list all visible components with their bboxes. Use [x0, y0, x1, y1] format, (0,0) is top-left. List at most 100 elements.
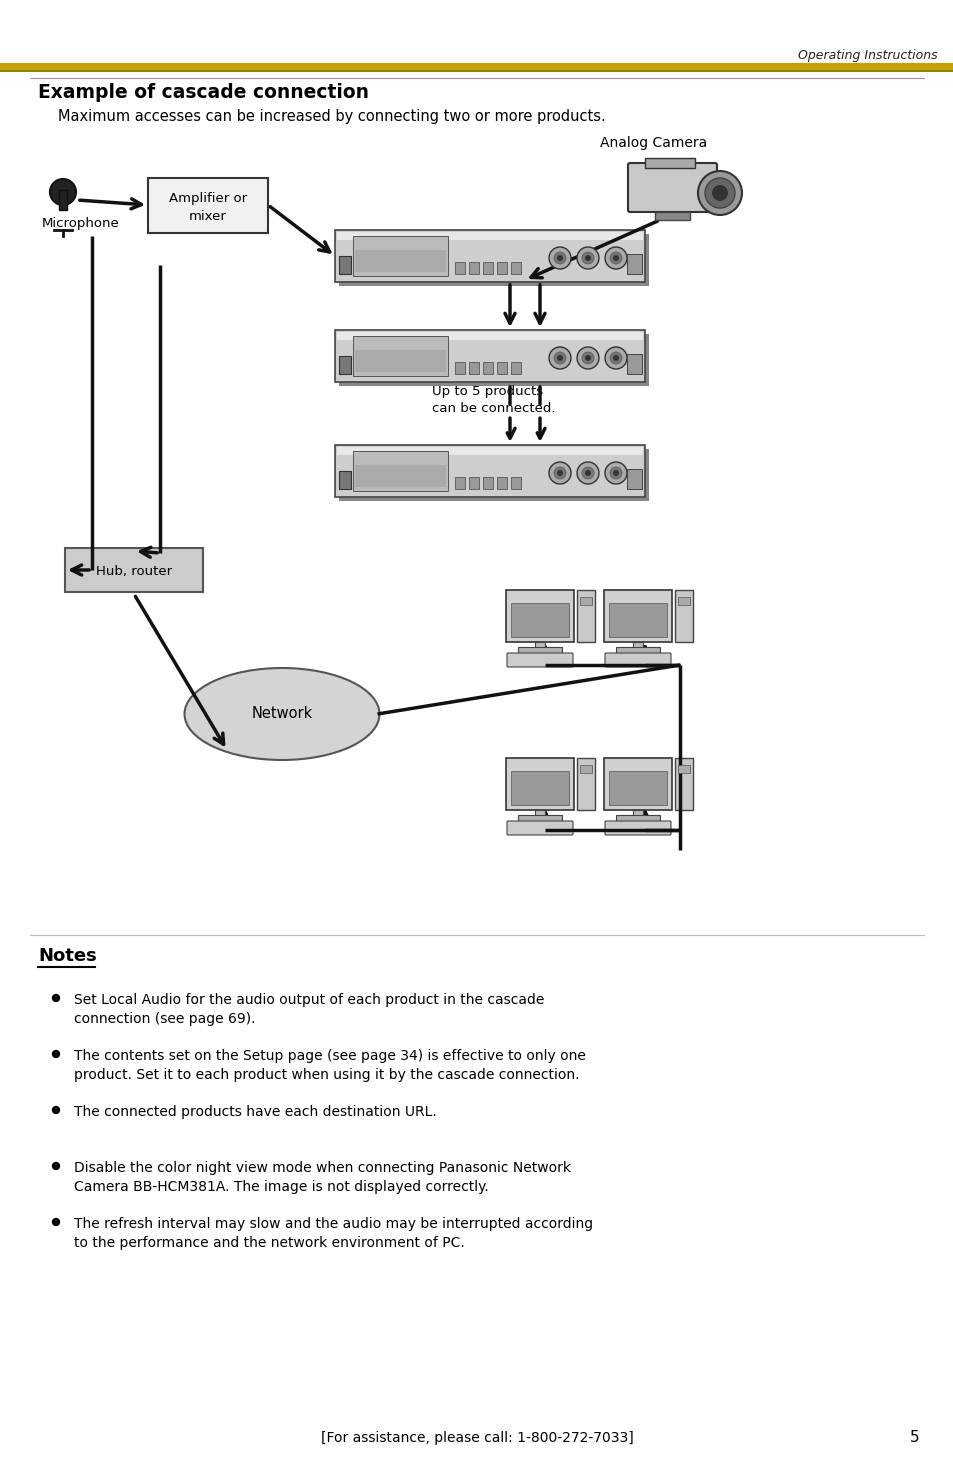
Ellipse shape — [184, 668, 379, 760]
Circle shape — [581, 353, 594, 364]
Bar — [675, 590, 692, 642]
Bar — [579, 766, 592, 773]
Bar — [336, 232, 642, 240]
Circle shape — [548, 462, 571, 484]
Circle shape — [609, 252, 621, 264]
Bar — [482, 476, 493, 490]
Text: Disable the color night view mode when connecting Panasonic Network
Camera BB-HC: Disable the color night view mode when c… — [74, 1161, 571, 1195]
Text: Network: Network — [251, 707, 313, 721]
Circle shape — [557, 471, 562, 476]
Text: Hub, router: Hub, router — [96, 565, 172, 578]
Bar — [338, 235, 648, 286]
Text: Notes: Notes — [38, 947, 96, 965]
Bar — [353, 236, 448, 276]
Bar — [336, 447, 642, 454]
Bar — [511, 603, 568, 637]
FancyBboxPatch shape — [604, 653, 670, 667]
Bar — [335, 230, 644, 282]
Circle shape — [711, 184, 727, 201]
Bar — [608, 771, 666, 805]
Text: Microphone: Microphone — [42, 217, 120, 230]
Bar — [482, 361, 493, 375]
Bar — [338, 471, 351, 490]
Circle shape — [557, 255, 562, 261]
Bar — [626, 254, 641, 274]
Circle shape — [577, 462, 598, 484]
Bar — [335, 330, 644, 382]
Bar — [577, 590, 595, 642]
Text: 5: 5 — [909, 1429, 919, 1445]
Text: Up to 5 products
can be connected.: Up to 5 products can be connected. — [432, 385, 555, 416]
Text: The connected products have each destination URL.: The connected products have each destina… — [74, 1105, 436, 1120]
Bar — [678, 597, 689, 605]
Circle shape — [548, 246, 571, 268]
Bar — [678, 766, 689, 773]
Circle shape — [554, 252, 565, 264]
Bar — [675, 758, 692, 810]
Circle shape — [584, 355, 590, 361]
Circle shape — [50, 178, 76, 205]
Bar — [579, 597, 592, 605]
Bar — [335, 445, 644, 497]
Bar — [511, 263, 520, 274]
Bar — [511, 476, 520, 490]
Bar — [505, 590, 574, 642]
Bar — [497, 263, 506, 274]
Bar — [0, 63, 953, 69]
Bar — [355, 465, 446, 487]
Circle shape — [613, 355, 618, 361]
Bar — [353, 451, 448, 491]
Bar — [65, 549, 203, 591]
Bar — [355, 350, 446, 372]
Circle shape — [557, 355, 562, 361]
Bar — [455, 263, 464, 274]
Bar — [644, 158, 695, 168]
Text: The contents set on the Setup page (see page 34) is effective to only one
produc: The contents set on the Setup page (see … — [74, 1049, 585, 1083]
Circle shape — [52, 1050, 59, 1058]
Circle shape — [554, 468, 565, 479]
Circle shape — [609, 353, 621, 364]
Circle shape — [581, 252, 594, 264]
FancyBboxPatch shape — [506, 822, 573, 835]
Bar — [148, 178, 268, 233]
Bar — [0, 69, 953, 72]
Bar — [336, 332, 642, 341]
Circle shape — [577, 246, 598, 268]
FancyBboxPatch shape — [627, 164, 717, 212]
Bar — [455, 361, 464, 375]
Bar — [505, 758, 574, 810]
Bar — [469, 263, 478, 274]
Text: Set Local Audio for the audio output of each product in the cascade
connection (: Set Local Audio for the audio output of … — [74, 993, 544, 1027]
Bar — [616, 648, 659, 653]
Bar — [616, 816, 659, 822]
Text: The refresh interval may slow and the audio may be interrupted according
to the : The refresh interval may slow and the au… — [74, 1217, 593, 1251]
Bar — [338, 257, 351, 274]
Text: [For assistance, please call: 1-800-272-7033]: [For assistance, please call: 1-800-272-… — [320, 1431, 633, 1446]
FancyBboxPatch shape — [506, 653, 573, 667]
Bar — [626, 354, 641, 375]
Text: Example of cascade connection: Example of cascade connection — [38, 83, 369, 102]
Circle shape — [704, 178, 734, 208]
Bar — [353, 336, 448, 376]
Text: Analog Camera: Analog Camera — [599, 136, 706, 150]
Circle shape — [584, 255, 590, 261]
Text: Maximum accesses can be increased by connecting two or more products.: Maximum accesses can be increased by con… — [58, 109, 605, 124]
Bar — [535, 810, 544, 816]
Bar — [338, 333, 648, 386]
Circle shape — [577, 347, 598, 369]
Bar — [497, 361, 506, 375]
Circle shape — [609, 468, 621, 479]
Bar — [608, 603, 666, 637]
Circle shape — [548, 347, 571, 369]
Bar — [59, 190, 67, 209]
Bar — [469, 361, 478, 375]
Bar — [577, 758, 595, 810]
Bar — [497, 476, 506, 490]
Bar — [603, 590, 671, 642]
Bar — [535, 642, 544, 648]
Circle shape — [698, 171, 741, 215]
Circle shape — [613, 471, 618, 476]
Circle shape — [604, 246, 626, 268]
Circle shape — [554, 353, 565, 364]
Bar — [517, 816, 561, 822]
